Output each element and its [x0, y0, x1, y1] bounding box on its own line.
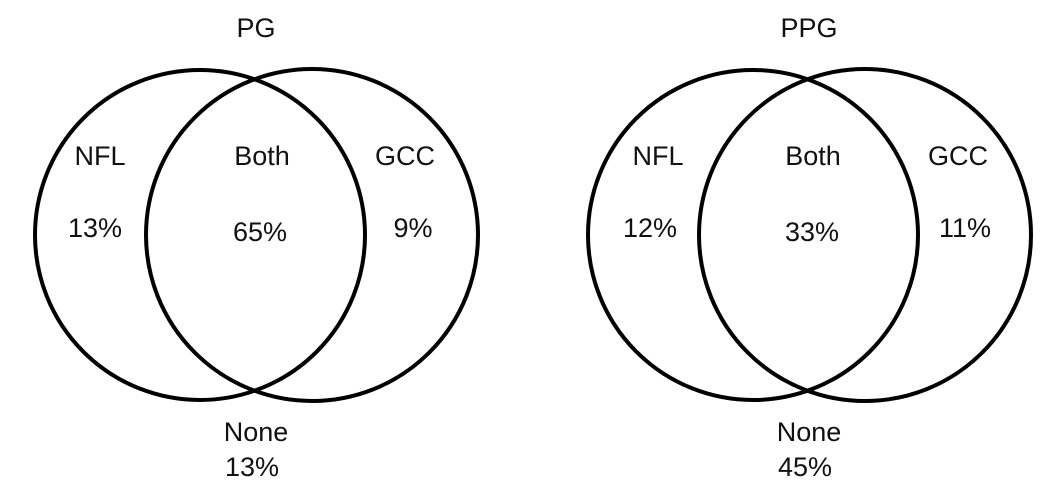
- venn-circle: [697, 67, 1033, 403]
- none-value: 13%: [225, 452, 279, 482]
- region-label: NFL: [74, 141, 125, 171]
- diagram-title: PPG: [780, 13, 837, 43]
- none-value: 45%: [778, 452, 832, 482]
- region-value: 65%: [233, 217, 287, 247]
- none-label: None: [224, 417, 289, 447]
- region-label: Both: [785, 141, 841, 171]
- region-value: 33%: [785, 217, 839, 247]
- region-value: 11%: [939, 213, 991, 243]
- region-label: Both: [234, 141, 290, 171]
- region-value: 12%: [623, 213, 677, 243]
- region-value: 9%: [393, 213, 432, 243]
- region-label: GCC: [928, 141, 988, 171]
- region-label: GCC: [375, 141, 435, 171]
- region-label: NFL: [632, 141, 683, 171]
- diagram-title: PG: [236, 13, 275, 43]
- venn-circle: [586, 68, 920, 402]
- venn-circle: [144, 67, 480, 403]
- venn-circle: [33, 68, 367, 402]
- none-label: None: [777, 417, 842, 447]
- region-value: 13%: [68, 213, 122, 243]
